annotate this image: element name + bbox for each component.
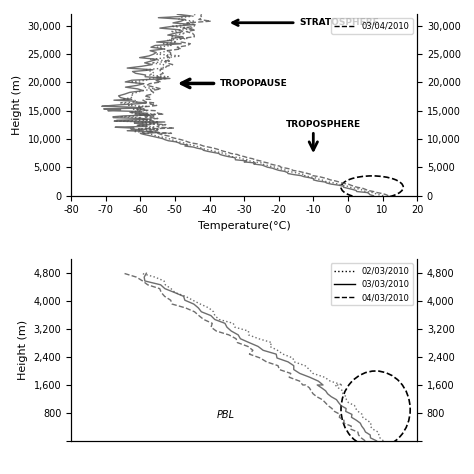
Text: TROPOSPHERE: TROPOSPHERE — [286, 120, 361, 129]
X-axis label: Temperature(°C): Temperature(°C) — [198, 221, 291, 231]
Text: STRATOSPHERE: STRATOSPHERE — [300, 18, 379, 27]
Text: PBL: PBL — [217, 410, 235, 419]
Legend: 03/04/2010: 03/04/2010 — [331, 18, 413, 34]
Y-axis label: Height (m): Height (m) — [12, 75, 22, 135]
Text: TROPOPAUSE: TROPOPAUSE — [220, 79, 288, 88]
Legend: 02/03/2010, 03/03/2010, 04/03/2010: 02/03/2010, 03/03/2010, 04/03/2010 — [331, 264, 413, 305]
Y-axis label: Height (m): Height (m) — [18, 320, 28, 380]
